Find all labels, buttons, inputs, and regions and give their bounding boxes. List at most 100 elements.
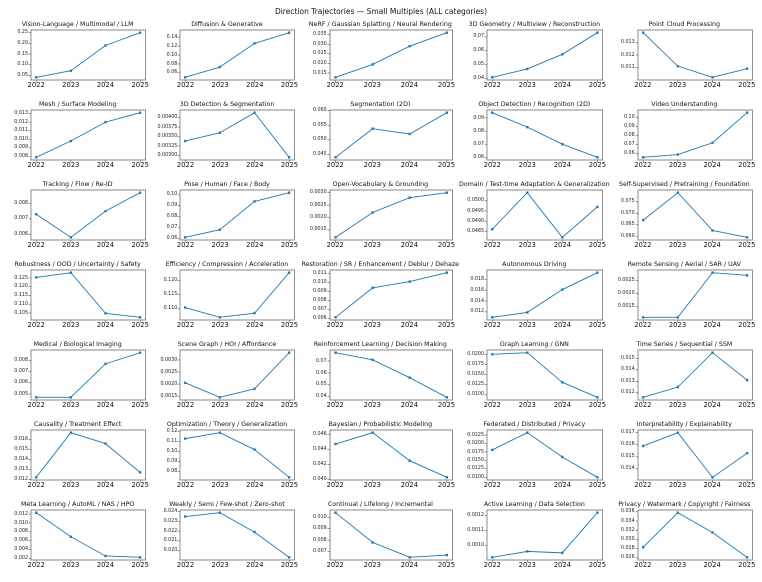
y-tick-label: 0.09	[473, 115, 485, 121]
x-tick-label: 2022	[176, 401, 195, 409]
chart-title: Causality / Treatment Effect	[33, 421, 122, 428]
data-point-marker	[184, 76, 187, 79]
y-tick-label: 0.015	[312, 70, 327, 76]
data-point-marker	[184, 139, 187, 143]
data-point-marker	[491, 228, 494, 231]
trend-line	[334, 192, 447, 238]
x-tick-label: 2023	[211, 401, 229, 409]
x-tick-label: 2024	[400, 401, 419, 409]
data-point-marker	[138, 31, 142, 34]
chart-title: Time Series / Sequential / SSM	[636, 341, 733, 348]
y-tick-label: 0.014	[14, 457, 28, 463]
x-tick-label: 2023	[62, 161, 80, 169]
x-axis-labels: 2022 2023 2024 2025	[484, 320, 606, 330]
data-point-marker	[184, 515, 187, 518]
x-tick-label: 2025	[738, 561, 756, 569]
line-chart	[177, 189, 296, 243]
y-tick-label: 0.0015	[309, 227, 327, 233]
data-point-marker	[371, 358, 374, 362]
trend-line	[36, 112, 141, 158]
y-tick-label: 0.00400	[157, 115, 178, 121]
data-point-marker	[104, 120, 107, 124]
y-tick-label: 0.005	[14, 391, 28, 397]
small-multiple: Diffusion & Generative 0.06 0.08 0.10 0.12 0.…	[152, 20, 301, 100]
data-point-marker	[526, 67, 529, 71]
axes-spines	[179, 269, 296, 321]
x-axis-labels: 2022 2023 2024 2025	[327, 80, 456, 90]
data-point-marker	[288, 476, 291, 479]
trend-line	[335, 32, 447, 78]
small-multiple: Graph Learning / GNN 0.0100 0.0125 0.0150 0.…	[459, 340, 610, 420]
data-point-marker	[445, 396, 448, 399]
y-tick-label: 0.08	[166, 468, 178, 474]
data-point-marker	[526, 351, 529, 354]
x-tick-label: 2023	[518, 561, 536, 569]
y-tick-label: 0.013	[14, 466, 28, 472]
chart-title: Mesh / Surface Modeling	[38, 101, 117, 108]
plot-area: 0.105 0.110 0.115 0.120 0.125	[14, 269, 146, 323]
y-tick-label: 0.009	[312, 526, 327, 532]
x-tick-label: 2025	[280, 561, 299, 569]
plot-area: 0.0015 0.0020 0.0025 0.0030	[310, 189, 453, 243]
y-tick-label: 0.008	[312, 297, 327, 303]
small-multiple: Restoration / SR / Enhancement / Deblur …	[302, 260, 459, 340]
data-point-marker	[253, 111, 256, 114]
x-tick-label: 2023	[62, 481, 80, 489]
y-tick-label: 0.20	[17, 40, 28, 46]
data-point-marker	[69, 271, 72, 274]
data-point-marker	[371, 431, 374, 434]
trend-line	[492, 112, 598, 158]
y-tick-label: 0.014	[620, 466, 635, 472]
x-tick-label: 2025	[131, 161, 149, 169]
y-tick-label: 0.028	[620, 546, 635, 552]
y-tick-label: 0.25	[17, 30, 28, 36]
line-chart	[635, 429, 753, 483]
data-point-marker	[371, 286, 374, 290]
x-axis-labels: 2022 2023 2024 2025	[177, 160, 298, 170]
x-tick-label: 2022	[634, 241, 652, 249]
x-axis-labels: 2022 2023 2024 2025	[327, 240, 456, 250]
plot-area: 0.06 0.07 0.08 0.09 0.10	[167, 189, 296, 243]
chart-title: 3D Detection & Segmentation	[179, 101, 275, 108]
x-tick-label: 2022	[27, 561, 45, 569]
axes-spines	[637, 349, 753, 401]
data-point-marker	[69, 236, 72, 239]
trend-line	[334, 272, 447, 318]
y-tick-label: 0.120	[14, 284, 28, 290]
line-chart	[28, 189, 146, 243]
x-axis-labels: 2022 2023 2024 2025	[484, 480, 606, 490]
data-point-marker	[253, 448, 256, 451]
y-tick-label: 0.012	[14, 476, 28, 482]
y-tick-label: 0.015	[620, 454, 635, 460]
trend-line	[185, 352, 290, 398]
x-tick-label: 2024	[553, 401, 572, 409]
line-chart	[327, 429, 453, 483]
y-tick-label: 0.044	[312, 446, 327, 452]
y-tick-label: 0.046	[312, 431, 327, 437]
data-point-marker	[445, 191, 448, 194]
y-tick-label: 0.060	[620, 233, 635, 239]
data-point-marker	[253, 311, 256, 315]
x-tick-label: 2025	[738, 401, 756, 409]
x-tick-label: 2024	[553, 321, 572, 329]
x-tick-label: 2025	[131, 81, 149, 89]
small-multiple: Video Understanding 0.06 0.07 0.08 0.09 0.10 2…	[610, 100, 759, 180]
y-tick-label: 0.007	[312, 549, 327, 555]
x-tick-label: 2023	[62, 561, 80, 569]
data-point-marker	[334, 236, 337, 239]
chart-title: Video Understanding	[651, 101, 718, 108]
y-tick-label: 0.006	[14, 380, 28, 386]
data-point-marker	[35, 276, 38, 279]
figure-title: Direction Trajectories — Small Multiples…	[274, 7, 488, 16]
x-tick-label: 2022	[634, 161, 652, 169]
small-multiple: Tracking / Flow / Re-ID 0.006 0.007 0.008 20…	[3, 180, 152, 260]
x-tick-label: 2023	[668, 81, 687, 89]
y-tick-label: 0.016	[14, 437, 28, 443]
x-tick-label: 2023	[211, 241, 229, 249]
data-point-marker	[288, 156, 291, 159]
plot-area: 0.0100 0.0125 0.0150 0.0175 0.0200	[467, 349, 603, 403]
axes-spines	[179, 189, 296, 241]
y-tick-label: 0.008	[14, 358, 28, 364]
data-point-marker	[445, 111, 448, 114]
x-tick-label: 2024	[400, 241, 419, 249]
